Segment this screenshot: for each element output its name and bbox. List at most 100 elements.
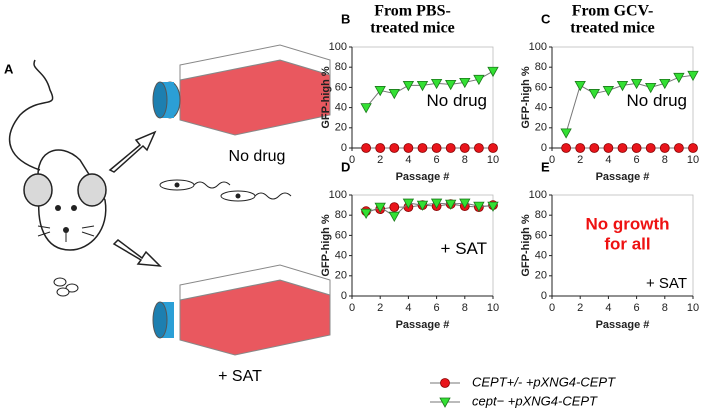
marker <box>388 211 400 223</box>
series-line <box>565 74 694 133</box>
marker <box>445 199 457 210</box>
x-tick-label: 4 <box>405 302 411 314</box>
marker <box>431 143 442 153</box>
marker <box>574 80 586 92</box>
marker <box>631 143 642 153</box>
series-line <box>365 202 493 217</box>
y-axis-label: GFP-high % <box>520 66 532 129</box>
chart-title: treated mice <box>570 20 655 37</box>
marker <box>659 78 671 90</box>
y-tick-label: 20 <box>535 122 547 134</box>
x-tick-label: 10 <box>487 302 499 314</box>
x-tick-label: 0 <box>349 154 355 166</box>
marker <box>417 143 428 153</box>
y-tick-label: 100 <box>529 41 547 53</box>
marker <box>360 208 372 220</box>
marker <box>388 89 400 100</box>
x-tick-label: 6 <box>634 302 640 314</box>
x-axis-label: Passage # <box>396 319 450 331</box>
marker <box>459 77 471 89</box>
x-tick-label: 0 <box>549 154 555 166</box>
x-tick-label: 2 <box>577 154 583 166</box>
marker <box>360 103 372 114</box>
y-tick-label: 0 <box>541 142 547 154</box>
marker <box>473 74 485 86</box>
marker <box>389 143 400 153</box>
x-tick-label: 6 <box>634 154 640 166</box>
x-tick-label: 10 <box>687 154 699 166</box>
panel-letter: D <box>341 159 350 174</box>
marker <box>473 201 485 212</box>
y-axis-label: GFP-high % <box>320 214 332 277</box>
y-tick-label: 60 <box>335 229 347 241</box>
marker <box>617 143 628 153</box>
y-tick-label: 60 <box>535 229 547 241</box>
marker <box>430 198 443 209</box>
marker <box>473 143 484 153</box>
y-tick-label: 100 <box>529 189 547 201</box>
annotation: + SAT <box>441 239 487 258</box>
chart-title: From GCV- <box>572 3 654 20</box>
y-tick-label: 80 <box>335 61 347 73</box>
y-tick-label: 80 <box>535 61 547 73</box>
x-tick-label: 8 <box>662 302 668 314</box>
marker <box>430 78 443 90</box>
marker <box>674 143 684 153</box>
marker <box>416 80 429 92</box>
panel-letter: E <box>541 159 550 174</box>
x-tick-label: 6 <box>434 302 440 314</box>
marker <box>603 143 614 153</box>
marker <box>645 83 657 94</box>
legend-label: CEPT+/- +pXNG4-CEPT <box>472 374 616 389</box>
y-tick-label: 0 <box>341 142 347 154</box>
x-axis-label: Passage # <box>596 171 650 183</box>
y-tick-label: 80 <box>535 209 547 221</box>
marker <box>459 198 471 209</box>
x-tick-label: 8 <box>462 302 468 314</box>
y-tick-label: 20 <box>335 270 347 282</box>
marker <box>487 201 499 212</box>
marker <box>687 70 699 82</box>
marker <box>487 66 499 78</box>
note: No growth <box>585 214 669 233</box>
marker <box>645 143 656 153</box>
x-axis-label: Passage # <box>396 171 450 183</box>
y-tick-label: 100 <box>329 189 347 201</box>
marker <box>374 86 386 97</box>
marker <box>561 143 571 153</box>
marker <box>560 128 572 139</box>
y-tick-label: 0 <box>341 290 347 302</box>
panel-letter: A <box>4 61 14 76</box>
marker <box>375 143 386 153</box>
marker <box>588 89 600 100</box>
marker <box>688 143 698 153</box>
marker <box>445 79 457 91</box>
panel-a-illustration: A No drug + SAT <box>4 44 331 385</box>
y-tick-label: 0 <box>541 290 547 302</box>
marker <box>459 143 470 153</box>
marker <box>659 143 670 153</box>
x-tick-label: 2 <box>377 302 383 314</box>
x-axis-label: Passage # <box>596 319 650 331</box>
x-tick-label: 8 <box>662 154 668 166</box>
y-tick-label: 40 <box>535 102 547 114</box>
x-tick-label: 4 <box>605 154 611 166</box>
marker <box>416 200 429 211</box>
y-tick-label: 80 <box>335 209 347 221</box>
marker <box>403 143 414 153</box>
x-tick-label: 6 <box>434 154 440 166</box>
marker <box>439 397 451 408</box>
marker <box>361 143 372 153</box>
legend-label: cept− +pXNG4-CEPT <box>472 393 598 408</box>
x-tick-label: 8 <box>462 154 468 166</box>
marker <box>602 86 615 97</box>
y-tick-label: 40 <box>335 250 347 262</box>
chart-title: From PBS- <box>374 3 451 20</box>
y-tick-label: 20 <box>335 122 347 134</box>
x-tick-label: 2 <box>577 302 583 314</box>
panel-letter: B <box>341 11 350 26</box>
x-tick-label: 2 <box>377 154 383 166</box>
condition-label: No drug <box>229 148 286 165</box>
marker <box>389 202 400 213</box>
